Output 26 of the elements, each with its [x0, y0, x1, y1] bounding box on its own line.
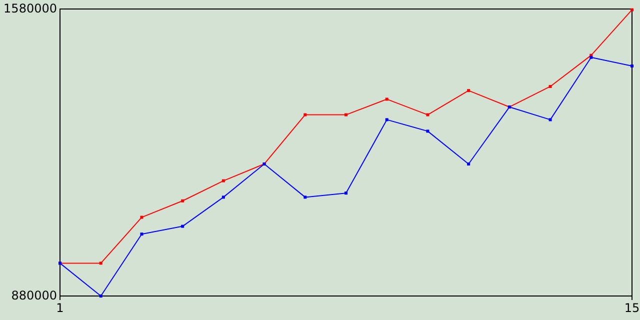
point — [99, 294, 102, 298]
point — [222, 179, 225, 182]
point — [304, 196, 307, 199]
line-series — [58, 8, 634, 265]
y-tick-label: 880000 — [11, 288, 57, 302]
point — [140, 216, 144, 219]
point — [99, 262, 102, 265]
point — [344, 192, 348, 195]
point — [344, 113, 348, 116]
x-tick-label: 15 — [624, 301, 640, 315]
point — [630, 8, 634, 12]
point — [222, 196, 225, 199]
point — [140, 232, 144, 236]
point — [181, 224, 184, 228]
point — [304, 113, 307, 116]
point — [426, 113, 430, 116]
y-tick-label: 1580000 — [4, 1, 57, 16]
point — [426, 130, 430, 133]
point — [385, 98, 388, 101]
point — [548, 118, 552, 122]
point — [467, 162, 470, 166]
x-tick-label: 1 — [56, 301, 64, 315]
point — [181, 199, 184, 202]
point — [467, 89, 470, 92]
point — [548, 84, 552, 88]
point — [385, 118, 388, 122]
